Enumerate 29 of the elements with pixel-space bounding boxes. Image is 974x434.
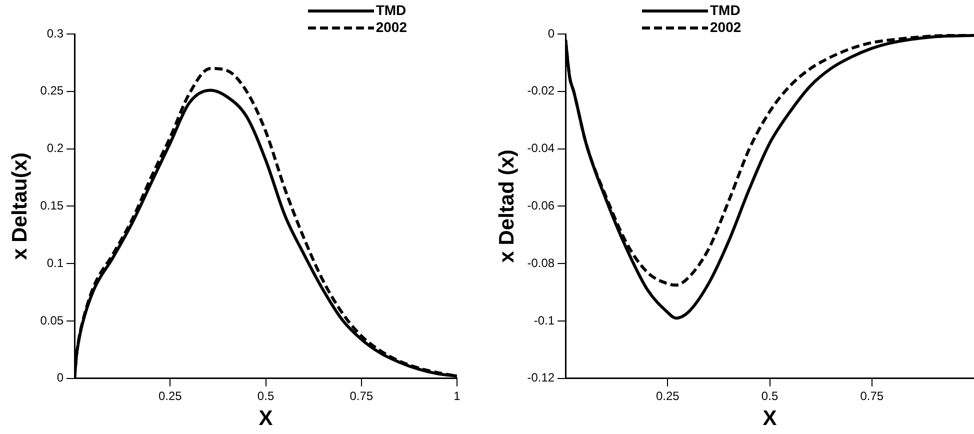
- y-tick-label: 0.1: [46, 256, 64, 270]
- y-tick-label: 0.2: [46, 141, 64, 156]
- y-tick-label: -0.08: [527, 256, 555, 270]
- y-tick-label: 0: [56, 370, 64, 385]
- x-tick-label: 0.75: [350, 388, 374, 403]
- x-axis-title: X: [762, 407, 777, 430]
- x-tick-label: 1: [454, 388, 461, 403]
- y-tick-label: 0.15: [40, 198, 64, 213]
- legend-label: TMD: [376, 2, 406, 19]
- legend-label: 2002: [376, 19, 407, 36]
- y-tick-label: 0.05: [40, 313, 64, 328]
- y-tick-label: 0: [548, 26, 555, 40]
- x-tick-label: 0.25: [158, 388, 182, 403]
- y-tick-label: -0.02: [527, 84, 555, 98]
- y-tick-label: 0.25: [40, 84, 64, 98]
- x-tick-label: 0.25: [656, 388, 680, 403]
- x-tick-label: 0.75: [860, 388, 884, 403]
- y-tick-label: -0.1: [534, 313, 555, 328]
- x-tick-label: 0.5: [761, 388, 778, 403]
- y-tick-label: -0.12: [527, 370, 555, 385]
- x-tick-label: 0.5: [257, 388, 274, 403]
- y-tick-label: -0.06: [527, 198, 555, 213]
- x-axis-title: X: [258, 407, 273, 430]
- y-tick-label: -0.04: [527, 141, 555, 156]
- y-axis-title: x Deltad (x): [495, 150, 518, 263]
- y-axis-title: x Deltau(x): [8, 152, 32, 260]
- y-tick-label: 0.3: [46, 26, 64, 40]
- legend-label: TMD: [710, 2, 740, 19]
- legend-label: 2002: [710, 19, 742, 36]
